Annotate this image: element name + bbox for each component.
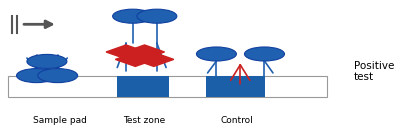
Circle shape	[38, 69, 78, 83]
Polygon shape	[124, 45, 164, 59]
Bar	[8, 76, 327, 97]
Polygon shape	[134, 52, 174, 66]
Text: Test zone: Test zone	[123, 116, 165, 125]
Text: Control: Control	[220, 116, 253, 125]
Circle shape	[27, 54, 67, 68]
Text: Positive
test: Positive test	[354, 61, 394, 82]
Circle shape	[137, 9, 177, 23]
Polygon shape	[115, 52, 155, 66]
Circle shape	[113, 9, 153, 23]
Polygon shape	[106, 45, 146, 59]
Circle shape	[244, 47, 284, 61]
Circle shape	[16, 69, 56, 83]
Circle shape	[196, 47, 236, 61]
Text: Sample pad: Sample pad	[33, 116, 86, 125]
Bar	[117, 76, 169, 97]
Bar	[206, 76, 265, 97]
